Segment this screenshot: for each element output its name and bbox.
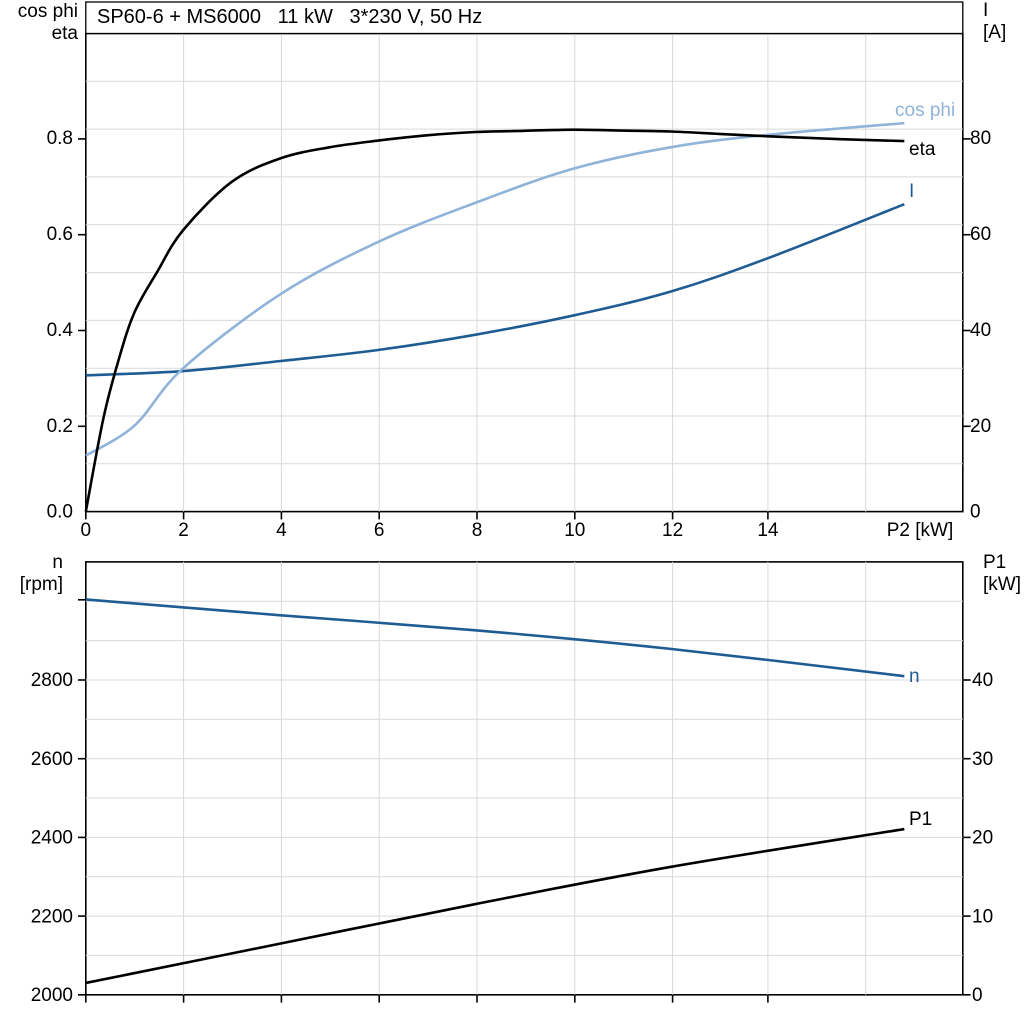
svg-text:0: 0 bbox=[970, 502, 981, 523]
svg-text:cos phi: cos phi bbox=[18, 1, 78, 22]
svg-text:0.4: 0.4 bbox=[47, 320, 74, 341]
svg-text:20: 20 bbox=[970, 416, 991, 437]
svg-text:0.0: 0.0 bbox=[47, 502, 73, 523]
svg-text:10: 10 bbox=[564, 520, 585, 541]
svg-text:12: 12 bbox=[662, 520, 683, 541]
svg-text:I: I bbox=[983, 0, 988, 21]
svg-text:[kW]: [kW] bbox=[983, 574, 1021, 595]
svg-text:eta: eta bbox=[52, 23, 79, 44]
svg-text:30: 30 bbox=[972, 749, 993, 770]
svg-text:[rpm]: [rpm] bbox=[20, 574, 63, 595]
svg-text:80: 80 bbox=[970, 128, 991, 149]
svg-text:40: 40 bbox=[970, 320, 991, 341]
svg-text:SP60-6 + MS6000 11 kW 3*23: SP60-6 + MS6000 11 kW 3*230 V, 50 Hz bbox=[97, 6, 482, 28]
svg-text:6: 6 bbox=[374, 520, 385, 541]
svg-text:10: 10 bbox=[972, 907, 993, 928]
svg-text:n: n bbox=[909, 666, 920, 687]
svg-text:eta: eta bbox=[909, 139, 936, 160]
svg-text:2400: 2400 bbox=[31, 828, 73, 849]
svg-text:[A]: [A] bbox=[983, 22, 1006, 43]
svg-text:I: I bbox=[909, 181, 914, 202]
svg-text:2800: 2800 bbox=[31, 670, 73, 691]
svg-text:14: 14 bbox=[757, 520, 779, 541]
svg-text:0: 0 bbox=[972, 985, 983, 1006]
svg-text:40: 40 bbox=[972, 670, 993, 691]
svg-text:20: 20 bbox=[972, 828, 993, 849]
svg-text:0.2: 0.2 bbox=[47, 416, 73, 437]
svg-text:2: 2 bbox=[178, 520, 189, 541]
svg-text:2200: 2200 bbox=[31, 907, 73, 928]
svg-text:2000: 2000 bbox=[31, 985, 73, 1006]
svg-text:n: n bbox=[52, 552, 63, 573]
svg-text:0: 0 bbox=[81, 520, 92, 541]
svg-text:4: 4 bbox=[276, 520, 287, 541]
svg-text:P2 [kW]: P2 [kW] bbox=[887, 520, 954, 541]
svg-text:P1: P1 bbox=[909, 809, 932, 830]
svg-text:2600: 2600 bbox=[31, 749, 73, 770]
svg-text:0.8: 0.8 bbox=[47, 128, 73, 149]
svg-text:P1: P1 bbox=[983, 552, 1006, 573]
svg-text:cos phi: cos phi bbox=[895, 100, 955, 121]
svg-text:60: 60 bbox=[970, 224, 991, 245]
svg-text:8: 8 bbox=[472, 520, 483, 541]
svg-text:0.6: 0.6 bbox=[47, 224, 73, 245]
